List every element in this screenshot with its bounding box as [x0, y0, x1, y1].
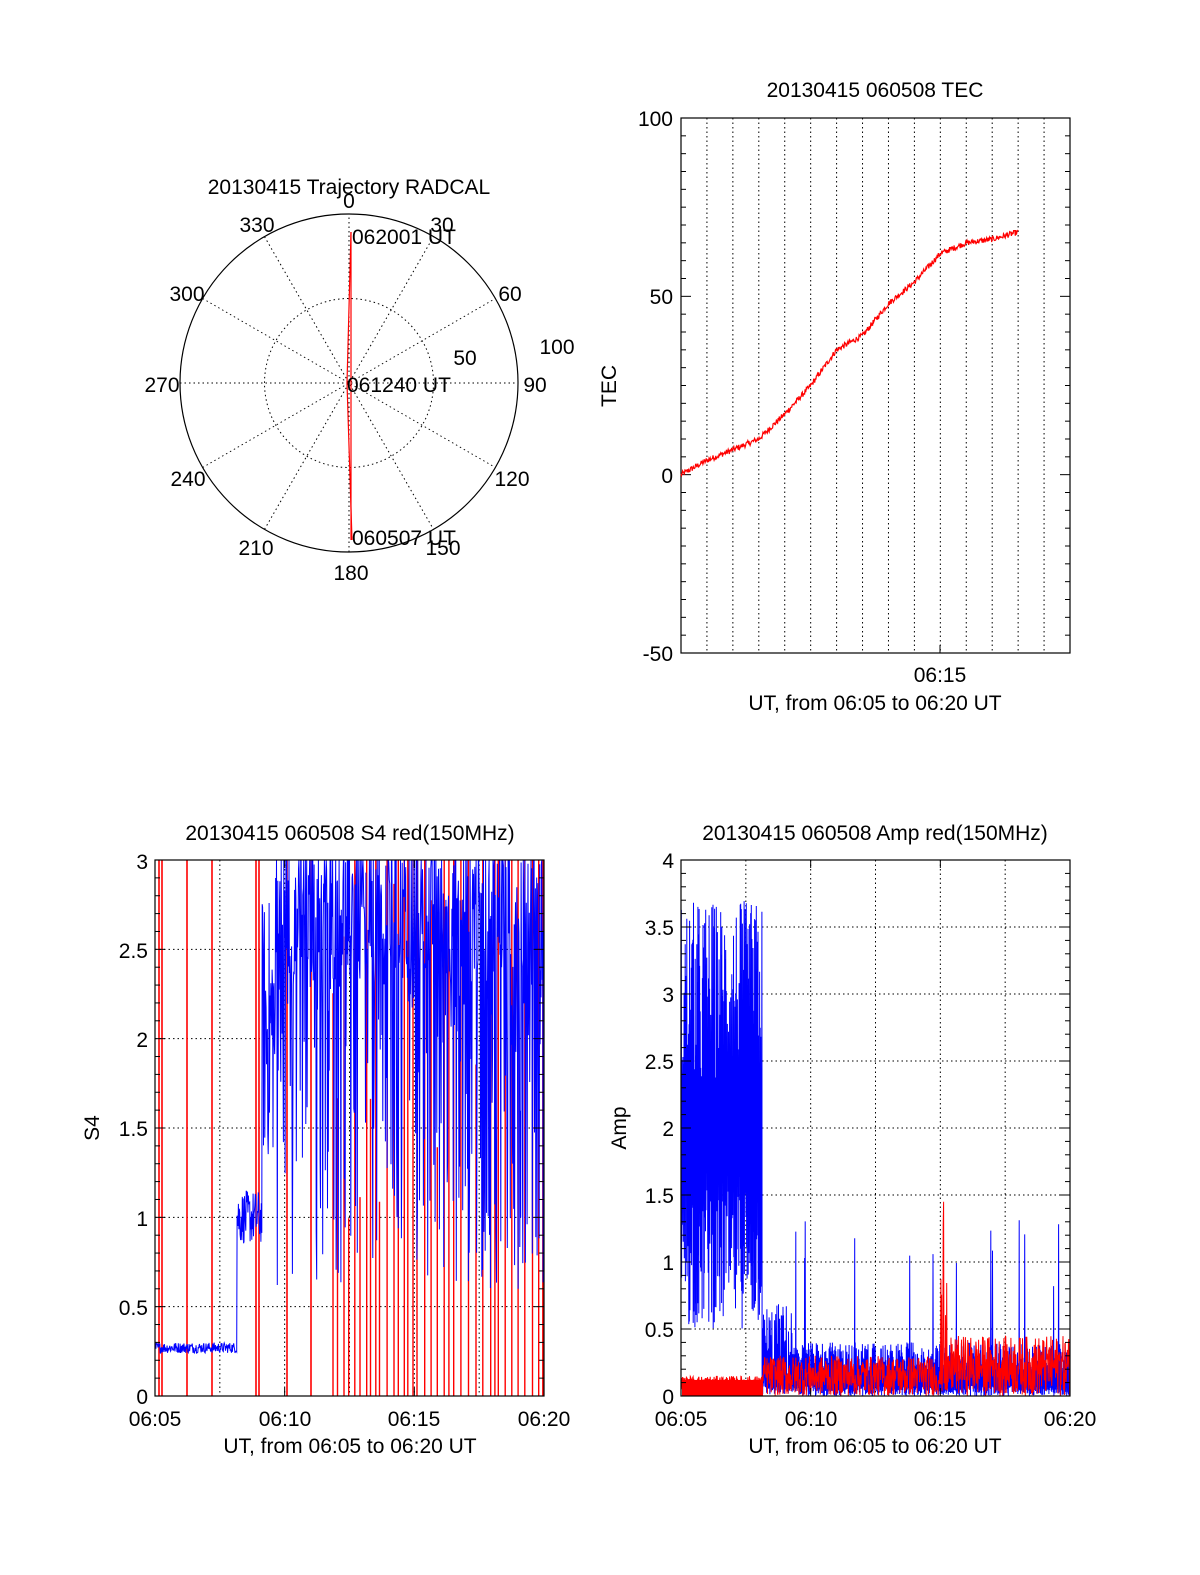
- amp-ytick-4: 4: [662, 850, 674, 873]
- amp-xtick-0610: 06:10: [785, 1408, 838, 1431]
- amp-xlabel: UT, from 06:05 to 06:20 UT: [748, 1435, 1001, 1458]
- tec-ytick-0: 0: [661, 465, 673, 488]
- tec-ticks: [681, 117, 1070, 654]
- tec-title: 20130415 060508 TEC: [767, 79, 984, 102]
- time-label-mid: 061240 UT: [347, 374, 451, 397]
- amp-red-base-band: [682, 1379, 763, 1396]
- tec-plot-frame: [680, 117, 1071, 654]
- s4-ytick-1-5: 1.5: [119, 1118, 148, 1141]
- s4-xtick-0610: 06:10: [259, 1408, 312, 1431]
- tec-ylabel: TEC: [598, 365, 621, 407]
- angle-label-300: 300: [169, 283, 204, 306]
- s4-ytick-0: 0: [136, 1386, 148, 1409]
- s4-ytick-2-5: 2.5: [119, 940, 148, 963]
- angle-label-90: 90: [523, 374, 546, 397]
- angle-label-30: 30: [430, 214, 453, 237]
- s4-ytick-3: 3: [136, 851, 148, 874]
- amp-red-series: [680, 1201, 1071, 1397]
- tec-ytick-100: 100: [638, 108, 673, 131]
- angle-label-330: 330: [239, 214, 274, 237]
- tec-xtick-0615: 06:15: [914, 664, 967, 687]
- amp-ytick-1: 1: [662, 1252, 674, 1275]
- tec-gridlines: [706, 118, 1045, 653]
- angle-label-270: 270: [144, 374, 179, 397]
- angle-label-0: 0: [343, 190, 355, 213]
- trajectory-line-segment: [346, 382, 353, 541]
- s4-xtick-0605: 06:05: [129, 1408, 182, 1431]
- s4-xlabel: UT, from 06:05 to 06:20 UT: [223, 1435, 476, 1458]
- amp-chart: 20130415 060508 Amp red(150MHz) 0 0.5 1 …: [608, 822, 1096, 1458]
- angle-label-60: 60: [498, 283, 521, 306]
- s4-ticks: [154, 859, 545, 1397]
- radius-label-50: 50: [453, 347, 476, 370]
- s4-chart: 20130415 060508 S4 red(150MHz) 0 0.5 1 1…: [81, 822, 570, 1458]
- amp-ylabel: Amp: [608, 1106, 631, 1149]
- tec-series-line: [680, 229, 1019, 478]
- amp-xtick-0605: 06:05: [655, 1408, 708, 1431]
- amp-ticks: [680, 859, 1071, 1397]
- angle-label-120: 120: [494, 468, 529, 491]
- s4-ytick-0-5: 0.5: [119, 1297, 148, 1320]
- s4-xtick-0620: 06:20: [518, 1408, 571, 1431]
- amp-title: 20130415 060508 Amp red(150MHz): [702, 822, 1048, 845]
- amp-ytick-3: 3: [662, 984, 674, 1007]
- amp-ytick-3-5: 3.5: [645, 917, 674, 940]
- amp-xtick-0620: 06:20: [1044, 1408, 1097, 1431]
- amp-xtick-0615: 06:15: [914, 1408, 967, 1431]
- tec-xlabel: UT, from 06:05 to 06:20 UT: [748, 692, 1001, 715]
- amp-red-line: [680, 1201, 1071, 1397]
- s4-xtick-0615: 06:15: [388, 1408, 441, 1431]
- trajectory-line-segment: [346, 231, 352, 384]
- tec-ytick-minus50: -50: [643, 643, 673, 666]
- amp-ytick-0-5: 0.5: [645, 1319, 674, 1342]
- amp-ytick-2: 2: [662, 1118, 674, 1141]
- s4-ytick-2: 2: [136, 1029, 148, 1052]
- s4-ytick-1: 1: [136, 1208, 148, 1231]
- radius-label-100: 100: [539, 336, 574, 359]
- angle-label-240: 240: [170, 468, 205, 491]
- time-label-end: 060507 UT: [352, 527, 456, 550]
- time-label-start: 062001 UT: [352, 226, 456, 249]
- polar-trajectory-chart: 20130415 Trajectory RADCAL 0 30 60 90 12…: [144, 176, 574, 585]
- s4-title: 20130415 060508 S4 red(150MHz): [185, 822, 514, 845]
- amp-gridlines: [681, 860, 1070, 1396]
- polar-title: 20130415 Trajectory RADCAL: [208, 176, 491, 199]
- angle-label-150: 150: [425, 537, 460, 560]
- amp-ytick-1-5: 1.5: [645, 1185, 674, 1208]
- tec-ytick-50: 50: [650, 286, 673, 309]
- amp-ytick-2-5: 2.5: [645, 1051, 674, 1074]
- angle-label-210: 210: [238, 537, 273, 560]
- amp-ytick-0: 0: [662, 1386, 674, 1409]
- tec-chart: 20130415 060508 TEC 100 50 0 -50 06:15 U…: [598, 79, 1071, 715]
- angle-label-180: 180: [333, 562, 368, 585]
- s4-ylabel: S4: [81, 1115, 104, 1141]
